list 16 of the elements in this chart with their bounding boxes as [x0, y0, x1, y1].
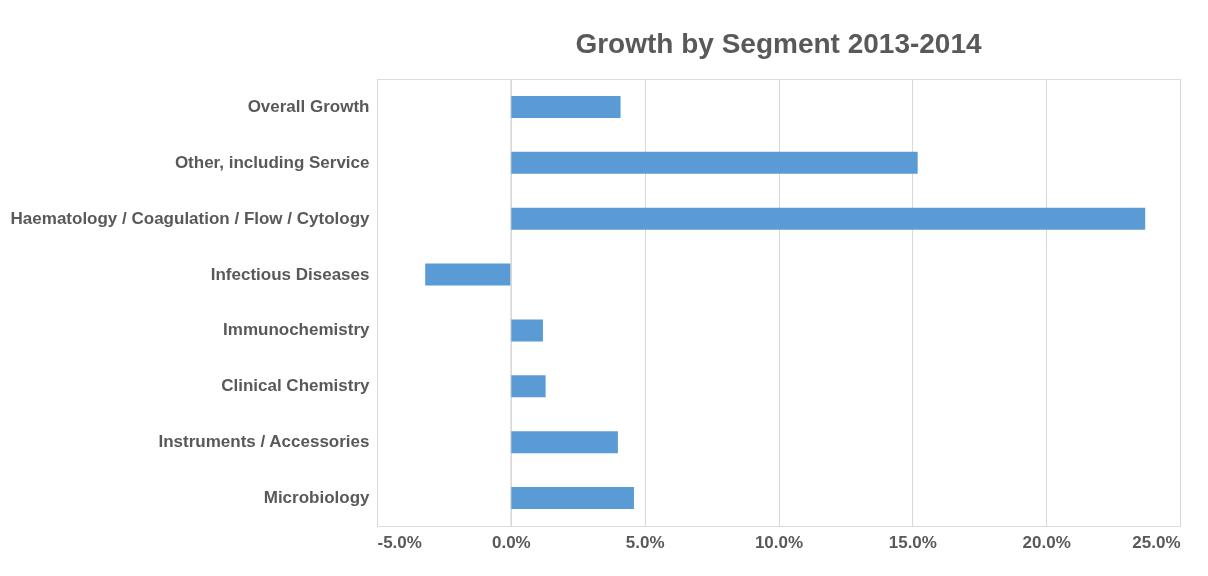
y-tick-label: Clinical Chemistry	[221, 376, 371, 396]
y-tick-label: Haematology / Coagulation / Flow / Cytology	[10, 208, 371, 228]
x-tick-label: 10.0%	[754, 532, 804, 552]
x-tick-label: 15.0%	[888, 532, 937, 552]
y-tick-label: Microbiology	[263, 488, 371, 508]
x-tick-label: 0.0%	[491, 532, 531, 552]
chart-title: Growth by Segment 2013-2014	[575, 27, 982, 59]
x-tick-label: 5.0%	[625, 532, 665, 552]
y-tick-label: Other, including Service	[174, 152, 370, 172]
y-tick-label: Instruments / Accessories	[158, 432, 370, 452]
x-tick-label: 20.0%	[1022, 532, 1071, 552]
y-tick-label: Immunochemistry	[223, 320, 371, 340]
y-tick-label: Infectious Diseases	[210, 264, 370, 284]
x-tick-label: -5.0%	[377, 532, 422, 552]
y-tick-label: Overall Growth	[247, 96, 370, 116]
x-tick-label: 25.0%	[1132, 532, 1181, 552]
